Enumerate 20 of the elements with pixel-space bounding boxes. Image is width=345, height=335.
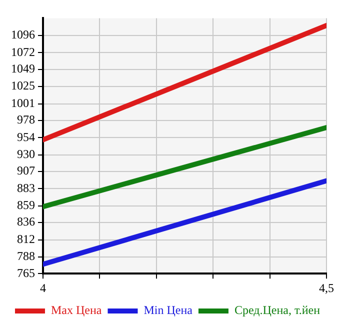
x-tick-label: 4	[40, 280, 46, 295]
legend-label: Min Цена	[144, 303, 194, 318]
y-tick-label: 836	[17, 214, 35, 229]
y-tick-label: 930	[17, 147, 35, 162]
legend-label: Сред.Цена, т.йен	[234, 303, 321, 318]
y-tick-label: 1072	[11, 44, 35, 59]
y-tick-label: 812	[17, 232, 35, 246]
y-tick-label: 765	[17, 266, 35, 280]
y-tick-label: 1001	[11, 96, 35, 110]
y-tick-label: 883	[17, 180, 35, 195]
y-tick-label: 1049	[11, 61, 35, 76]
y-tick-label: 1096	[11, 28, 35, 42]
y-tick-label: 859	[17, 198, 35, 212]
y-tick-label: 954	[17, 130, 35, 144]
y-tick-label: 907	[17, 164, 35, 178]
x-tick-label: 4,5	[319, 280, 334, 295]
y-tick-label: 1025	[11, 78, 35, 93]
y-tick-label: 978	[17, 112, 35, 127]
y-tick-label: 788	[17, 249, 35, 264]
legend-label: Max Цена	[50, 303, 102, 318]
